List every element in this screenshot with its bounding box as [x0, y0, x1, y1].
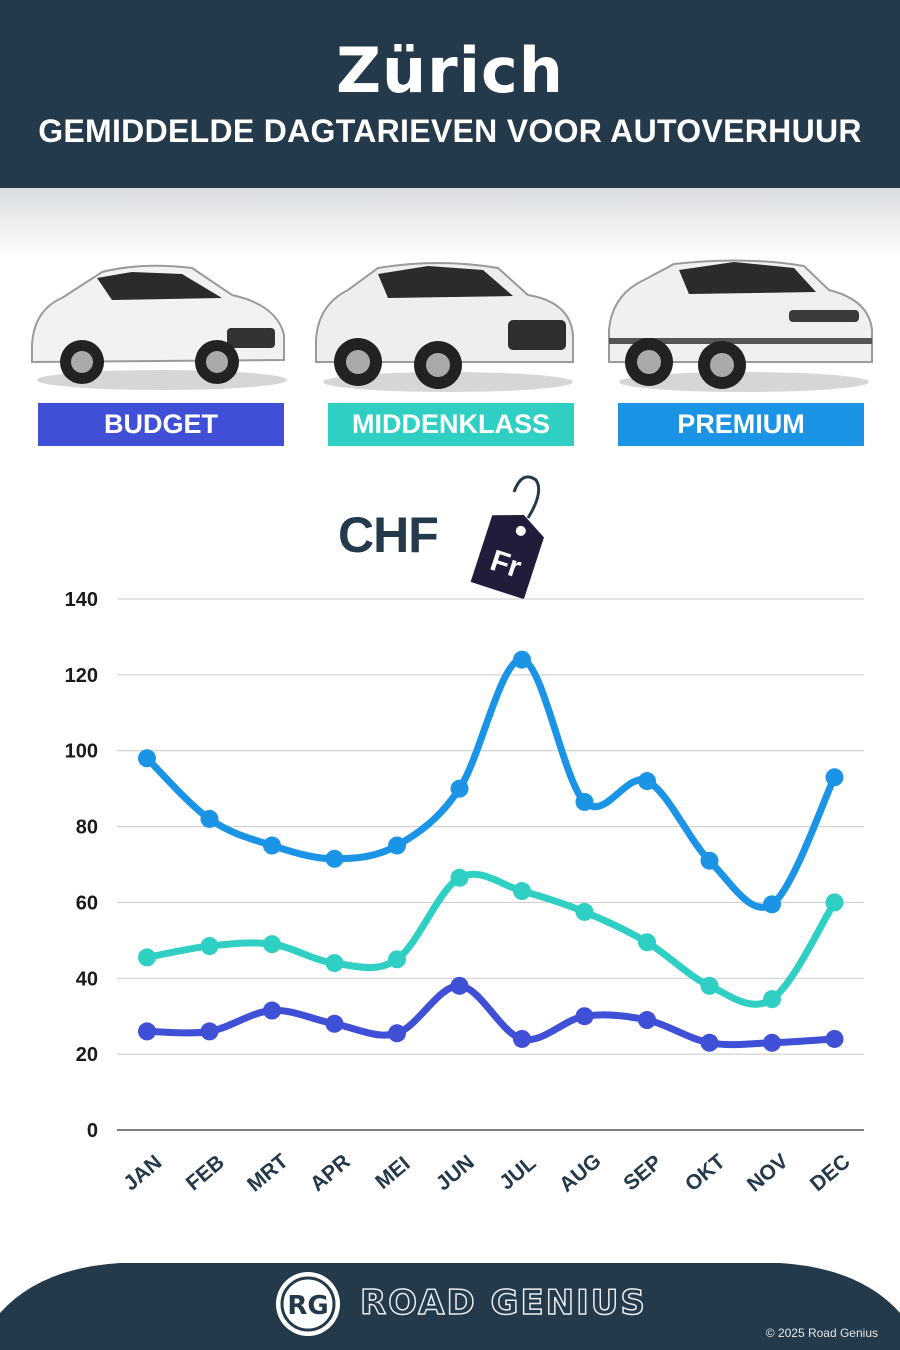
data-point-premium [575, 792, 594, 811]
y-tick-label: 40 [76, 968, 98, 990]
data-point-budget [825, 1029, 844, 1048]
data-point-premium [700, 851, 719, 870]
header-banner: Zürich GEMIDDELDE DAGTARIEVEN VOOR AUTOV… [0, 0, 900, 188]
data-point-middenklass [638, 933, 656, 952]
x-tick-label: JUN [432, 1151, 479, 1196]
x-tick-label: AUG [555, 1149, 606, 1197]
data-point-middenklass [825, 893, 844, 912]
page-subtitle: GEMIDDELDE DAGTARIEVEN VOOR AUTOVERHUUR [38, 113, 862, 149]
data-point-premium [138, 749, 156, 768]
suv-car-icon [308, 250, 578, 400]
currency-label: CHF [338, 507, 439, 563]
x-tick-label: DEC [806, 1150, 855, 1196]
category-label-middenklass: MIDDENKLASS [328, 403, 574, 446]
price-tag-icon: Fr [452, 470, 552, 610]
y-tick-label: 0 [87, 1120, 98, 1142]
x-tick-label: SEP [619, 1151, 666, 1196]
luxury-suv-car-icon [604, 250, 874, 400]
data-point-budget [575, 1007, 594, 1026]
x-tick-label: OKT [681, 1150, 730, 1196]
y-tick-label: 60 [76, 892, 98, 914]
data-point-budget [325, 1014, 344, 1033]
data-point-budget [700, 1033, 719, 1052]
data-point-premium [325, 849, 344, 868]
copyright-text: © 2025 Road Genius [765, 1326, 878, 1340]
data-point-premium [825, 768, 844, 787]
header-shadow [0, 188, 900, 258]
line-chart: 0 20 40 60 80 100 120 140 JAN FEB MRT APR MEI JUN JUL A… [65, 589, 864, 1197]
category-label-premium: PREMIUM [618, 403, 864, 446]
data-point-middenklass [513, 882, 531, 901]
x-tick-label: MRT [243, 1149, 293, 1196]
y-tick-label: 120 [65, 665, 98, 687]
category-label-budget: BUDGET [38, 403, 284, 446]
svg-text:RG: RG [287, 1291, 328, 1321]
data-point-premium [388, 836, 406, 855]
data-point-budget [138, 1022, 156, 1041]
data-point-budget [388, 1024, 406, 1043]
data-point-premium [513, 650, 531, 669]
y-tick-label: 20 [76, 1044, 98, 1066]
data-point-budget [450, 976, 469, 995]
x-tick-label: NOV [743, 1150, 793, 1197]
hatchback-car-icon [22, 250, 292, 400]
data-point-premium [263, 836, 281, 855]
data-point-budget [263, 1001, 281, 1020]
data-point-middenklass [200, 937, 219, 956]
data-point-budget [200, 1022, 219, 1041]
brand-name: ROAD GENIUS [359, 1282, 647, 1324]
data-point-premium [450, 779, 469, 798]
x-tick-label: APR [306, 1150, 355, 1196]
data-point-middenklass [325, 954, 344, 973]
data-point-budget [513, 1029, 531, 1048]
data-point-premium [200, 809, 219, 828]
y-tick-label: 140 [65, 589, 98, 611]
series-line-middenklass [143, 870, 838, 1008]
data-point-middenklass [763, 990, 781, 1009]
data-point-middenklass [575, 902, 594, 921]
data-point-middenklass [138, 948, 156, 967]
data-point-premium [763, 895, 781, 914]
data-point-middenklass [450, 868, 469, 887]
data-point-middenklass [700, 976, 719, 995]
page-title: Zürich [336, 34, 564, 107]
x-tick-label: MEI [371, 1152, 414, 1194]
data-point-middenklass [263, 935, 281, 954]
y-tick-label: 80 [76, 817, 98, 839]
data-point-premium [638, 772, 656, 791]
data-point-middenklass [388, 950, 406, 969]
series-line-premium [143, 656, 838, 911]
x-tick-label: JAN [119, 1151, 166, 1196]
y-tick-label: 100 [65, 741, 98, 763]
footer-band [0, 1263, 900, 1350]
x-tick-label: FEB [182, 1151, 229, 1196]
data-point-budget [763, 1033, 781, 1052]
x-tick-label: JUL [495, 1151, 540, 1194]
data-point-budget [638, 1011, 656, 1030]
road-genius-logo: RG [274, 1270, 342, 1338]
